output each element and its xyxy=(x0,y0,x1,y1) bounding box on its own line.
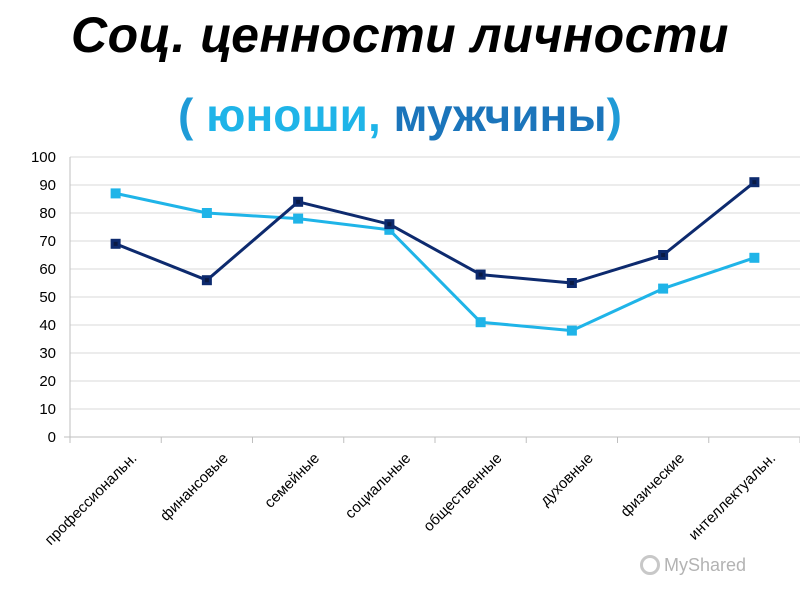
myshared-logo-icon xyxy=(640,555,660,575)
marker-юноши-7 xyxy=(749,252,760,263)
x-tick-label-2: семейные xyxy=(261,450,323,512)
series-line-мужчины xyxy=(115,181,756,285)
marker-юноши-3 xyxy=(384,224,395,235)
marker-center-мужчины-5 xyxy=(569,281,574,285)
subtitle-open-paren: ( xyxy=(178,89,194,141)
y-tick-label-80: 80 xyxy=(39,205,56,222)
x-tick-label-3: социальные xyxy=(342,450,414,522)
marker-юноши-1 xyxy=(201,208,212,218)
x-tick-label-4: общественные xyxy=(420,450,505,535)
marker-center-мужчины-7 xyxy=(752,180,757,185)
marker-юноши-2 xyxy=(293,213,304,224)
marker-юноши-6 xyxy=(658,283,669,294)
y-tick-label-90: 90 xyxy=(39,177,56,194)
x-tick-label-5: духовные xyxy=(537,450,597,510)
x-tick-label-6: физические xyxy=(617,450,688,521)
marker-юноши-4 xyxy=(475,317,486,328)
marker-юноши-5 xyxy=(566,325,577,336)
y-tick-label-60: 60 xyxy=(39,261,56,278)
marker-center-мужчины-0 xyxy=(113,241,118,246)
page-subtitle: ( юноши, мужчины) xyxy=(0,88,800,142)
subtitle-series1: юноши, xyxy=(206,89,381,141)
watermark-text: MyShared xyxy=(664,554,747,575)
watermark: MyShared xyxy=(640,552,746,578)
y-tick-label-0: 0 xyxy=(48,429,56,446)
marker-center-мужчины-6 xyxy=(661,253,666,257)
marker-center-мужчины-4 xyxy=(478,272,483,277)
marker-center-мужчины-3 xyxy=(387,222,392,227)
x-tick-label-1: финансовые xyxy=(157,450,232,525)
marker-юноши-0 xyxy=(110,188,121,199)
subtitle-close-paren: ) xyxy=(606,89,622,141)
y-tick-label-20: 20 xyxy=(39,373,56,390)
y-tick-label-40: 40 xyxy=(39,317,56,334)
y-tick-label-70: 70 xyxy=(39,233,56,250)
y-tick-label-30: 30 xyxy=(39,345,56,362)
y-tick-label-10: 10 xyxy=(39,401,56,418)
marker-center-мужчины-1 xyxy=(204,278,209,283)
y-tick-label-100: 100 xyxy=(31,149,56,166)
y-tick-label-50: 50 xyxy=(39,289,56,306)
page-title: Соц. ценности личности xyxy=(71,7,729,63)
marker-center-мужчины-2 xyxy=(296,199,301,204)
subtitle-series2: мужчины xyxy=(393,89,607,141)
series-line-юноши xyxy=(115,191,755,333)
x-tick-label-0: профессиональн. xyxy=(42,450,141,549)
x-tick-label-7: интеллектуальн. xyxy=(685,450,779,544)
